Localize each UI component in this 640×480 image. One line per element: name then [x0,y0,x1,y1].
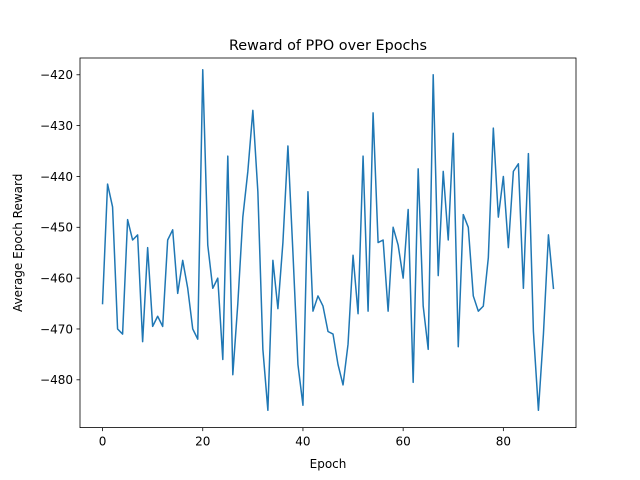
y-axis: −480 −470 −460 −450 −440 −430 −420 [40,68,80,387]
series-line-0 [101,68,555,412]
y-tick-label: −440 [40,170,73,184]
y-tick-label: −430 [40,119,73,133]
plot-frame [79,57,577,429]
x-axis: 0 20 40 60 80 [99,427,511,449]
x-tick-label: 60 [396,435,411,449]
y-tick-label: −460 [40,271,73,285]
y-tick-label: −450 [40,221,73,235]
plot-area [101,68,555,412]
x-tick-label: 20 [195,435,210,449]
x-axis-label: Epoch [310,457,347,471]
y-tick-label: −470 [40,322,73,336]
x-tick-label: 40 [295,435,310,449]
x-tick-label: 0 [99,435,107,449]
y-tick-label: −480 [40,373,73,387]
x-tick-label: 80 [496,435,511,449]
chart-title: Reward of PPO over Epochs [229,38,427,54]
y-tick-label: −420 [40,68,73,82]
y-axis-label: Average Epoch Reward [11,174,25,312]
